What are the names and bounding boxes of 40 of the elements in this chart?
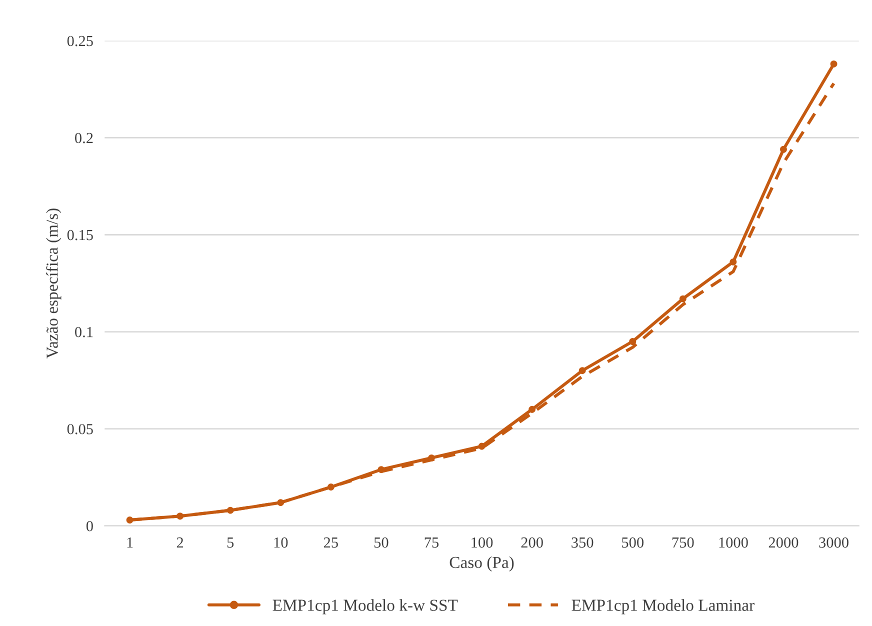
y-tick-label: 0.25 <box>67 36 93 46</box>
point <box>277 499 284 506</box>
legend-label: EMP1cp1 Modelo k-w SST <box>272 599 458 614</box>
point <box>176 512 184 520</box>
point <box>226 506 234 514</box>
y-tick-label: 0.2 <box>75 132 93 144</box>
y-axis-title: Vazão específica (m/s) <box>46 208 62 358</box>
x-tick-label: 1 <box>127 537 133 548</box>
point <box>780 146 787 153</box>
point <box>679 295 686 302</box>
x-tick-label: 3000 <box>819 537 848 548</box>
point <box>730 258 737 266</box>
x-tick-label: 5 <box>227 538 234 548</box>
point <box>830 60 838 68</box>
x-tick-label: 50 <box>374 537 388 548</box>
x-axis-title: Caso (Pa) <box>450 556 514 572</box>
x-tick-label: 1000 <box>719 537 748 548</box>
point <box>528 406 536 413</box>
y-tick-label: 0 <box>86 520 93 532</box>
x-tick-label: 750 <box>672 537 694 548</box>
x-tick-label: 500 <box>622 537 644 548</box>
x-tick-label: 350 <box>572 537 594 548</box>
y-tick-label: 0.1 <box>75 326 93 338</box>
x-tick-label: 2 <box>176 537 184 548</box>
y-tick-label: 0.15 <box>67 230 93 240</box>
x-tick-label: 100 <box>472 537 493 548</box>
x-tick-label: 2000 <box>768 537 798 548</box>
x-tick-label: 75 <box>424 538 439 548</box>
point <box>629 338 636 345</box>
y-tick-label: 0.05 <box>67 424 93 434</box>
x-tick-label: 25 <box>324 537 338 548</box>
legend-label: EMP1cp1 Modelo Laminar <box>572 599 754 614</box>
point <box>327 484 334 490</box>
x-tick-label: 200 <box>521 537 543 548</box>
point <box>578 367 586 374</box>
point <box>126 516 134 524</box>
point <box>428 454 435 462</box>
x-tick-label: 10 <box>274 537 288 548</box>
point <box>378 466 385 474</box>
point <box>478 442 486 450</box>
